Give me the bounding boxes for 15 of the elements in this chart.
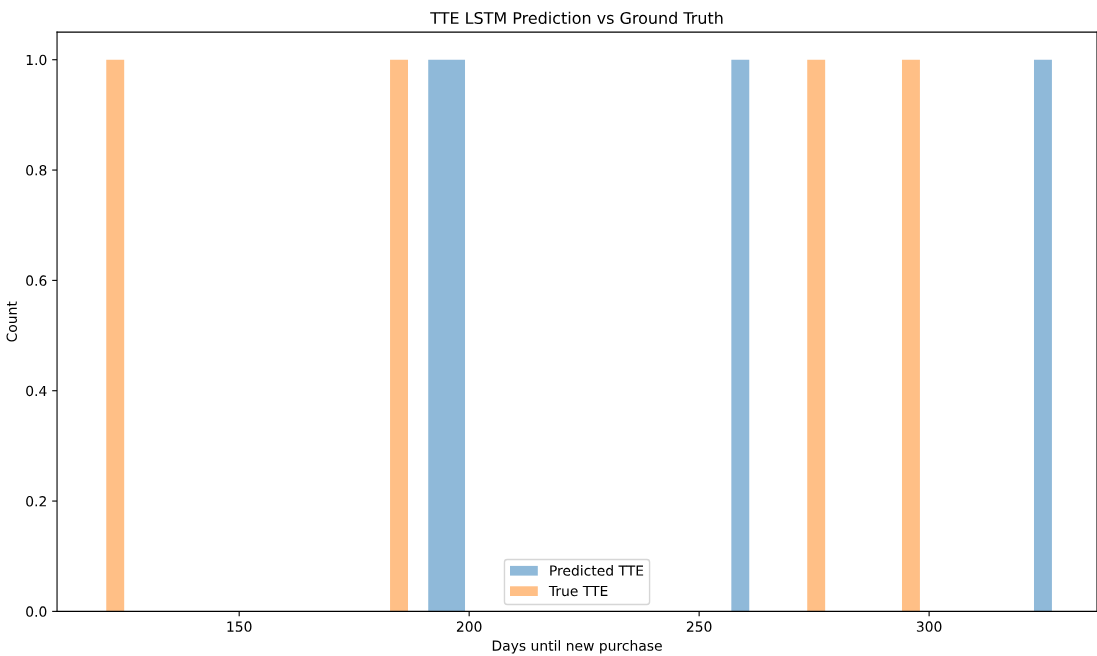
legend-label: Predicted TTE bbox=[550, 565, 644, 576]
y-axis-title: Count bbox=[6, 301, 17, 342]
x-tick-label: 200 bbox=[456, 621, 482, 632]
y-tick-label: 0.6 bbox=[26, 275, 47, 286]
y-tick-label: 0.4 bbox=[26, 385, 47, 397]
x-tick-label: 150 bbox=[227, 621, 252, 632]
y-tick-label: 0.0 bbox=[26, 606, 47, 617]
y-tick-label: 0.2 bbox=[26, 496, 46, 507]
chart-title: TTE LSTM Prediction vs Ground Truth bbox=[430, 11, 723, 25]
x-tick-label: 300 bbox=[916, 621, 942, 632]
y-tick-label: 1.0 bbox=[26, 54, 47, 66]
x-axis-title: Days until new purchase bbox=[492, 640, 662, 654]
legend-label: True TTE bbox=[548, 585, 608, 597]
y-tick-label: 0.8 bbox=[26, 165, 47, 176]
x-tick-label: 250 bbox=[686, 621, 712, 632]
